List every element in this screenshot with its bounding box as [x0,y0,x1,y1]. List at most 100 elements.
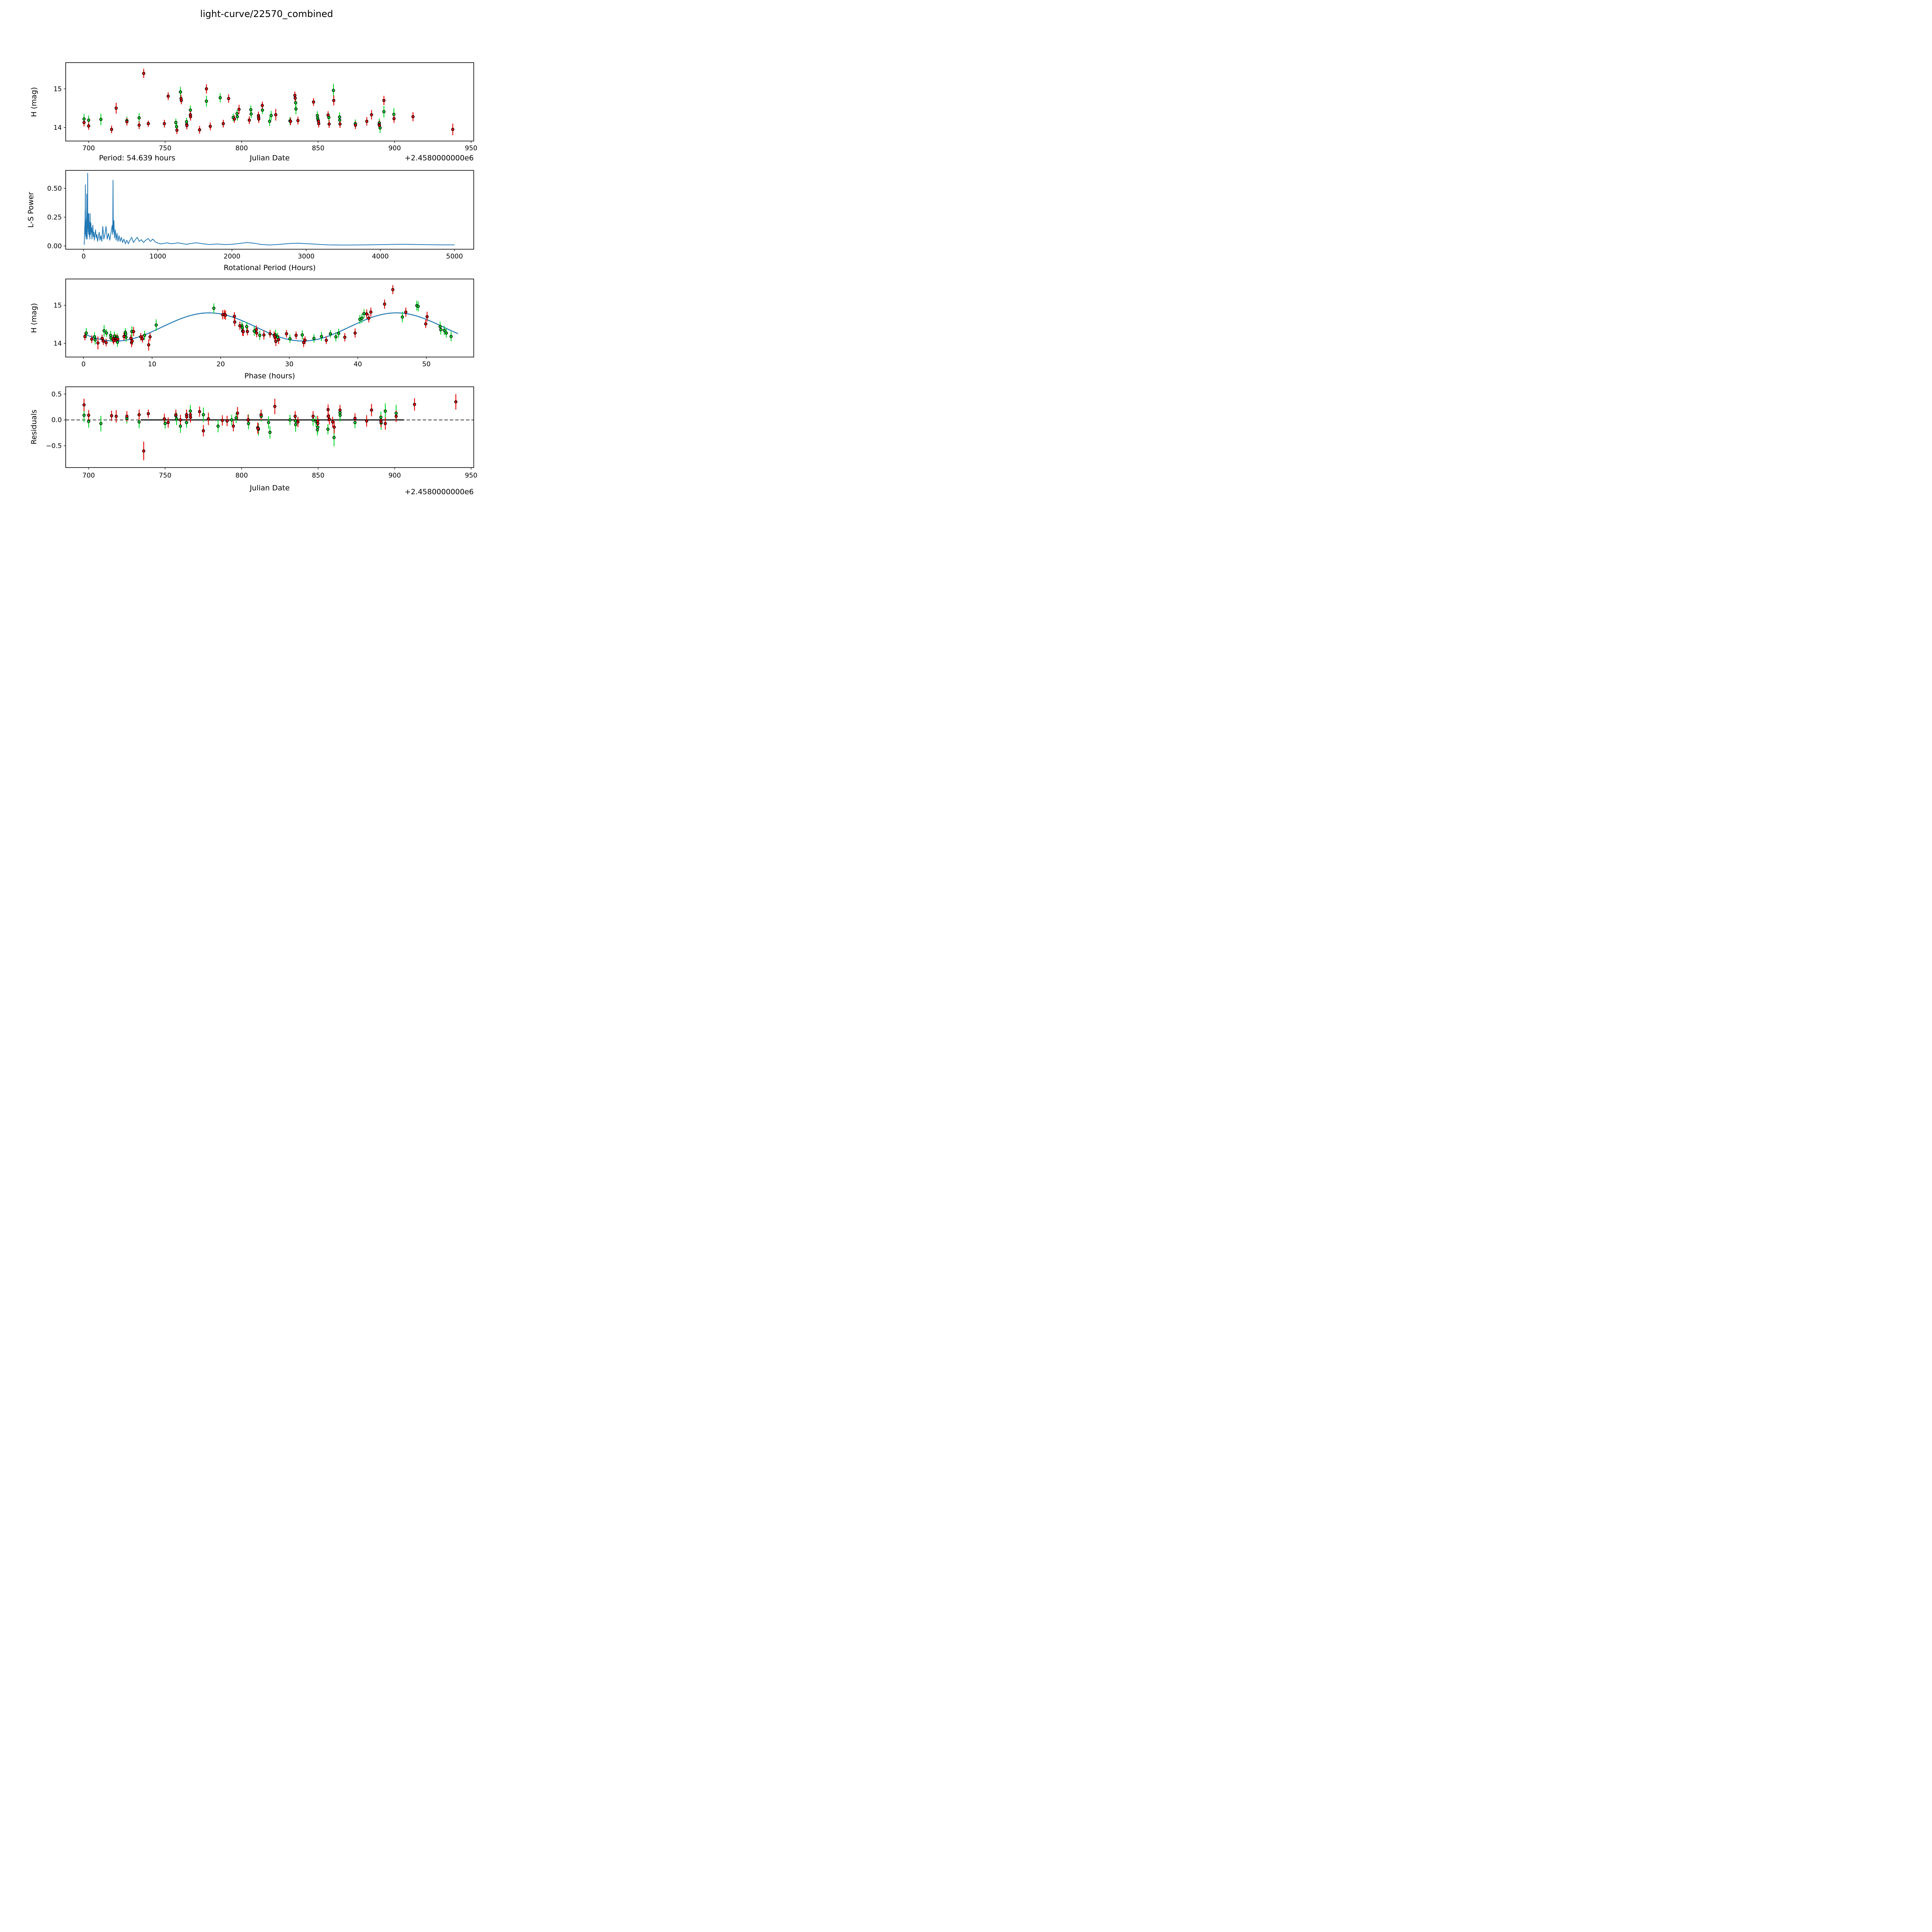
data-point [148,335,152,338]
period-annotation: Period: 54.639 hours [99,154,175,162]
data-point [316,419,320,423]
y-tick-label: −0.5 [46,442,62,450]
panel-residuals: 700 750 800 850 900 950 −0.5 0.0 0.5 [46,386,477,480]
x-tick-label: 850 [312,145,324,152]
data-point [454,400,457,403]
data-point [231,424,235,428]
x-tick-label: 800 [235,472,248,480]
data-point [175,417,179,421]
panel-periodogram: 0 1000 2000 3000 4000 5000 0.00 0.25 0.50 [47,170,474,260]
y-tick-label: 14 [53,124,62,132]
data-point [198,128,201,132]
data-point [216,424,220,428]
y-tick-label: 0.0 [51,417,62,424]
data-point [85,331,88,335]
data-point [303,338,307,342]
data-point [235,112,239,116]
x-tick-label: 20 [216,361,225,368]
data-point [326,427,330,431]
data-point [294,107,298,111]
data-point [163,417,166,421]
data-point [277,338,281,341]
data-point [274,113,277,117]
y-tick-label: 14 [53,340,62,348]
data-point [82,117,86,121]
data-point [294,333,298,337]
light-curve-figure: light-curve/22570_combined H (mag) L-S P… [0,0,522,522]
data-point [255,331,259,335]
data-point [236,412,239,415]
data-point [174,121,178,124]
data-point [293,94,297,97]
data-point [124,332,128,336]
data-point [320,335,323,338]
data-point [205,99,208,103]
data-point [316,114,319,117]
x-tick-label: 900 [388,145,401,152]
data-point [439,328,442,332]
data-point [132,330,135,333]
data-point [338,413,342,417]
data-point [82,413,86,417]
data-point [326,408,330,412]
data-point [185,124,189,128]
x-tick-label: 0 [82,253,86,260]
axes-spines [65,279,474,357]
data-point [449,335,453,338]
x-tick-label: 10 [148,361,156,368]
data-point [238,324,242,328]
x-tick-label: 1000 [150,253,166,260]
axes-spines [65,170,474,250]
data-point [125,415,129,418]
data-point [233,320,236,324]
data-point [294,423,298,426]
data-point [167,421,170,424]
data-point [451,128,454,131]
data-point [141,337,144,340]
data-point [257,117,260,121]
data-point [185,415,189,418]
data-point [129,337,133,340]
data-point [328,418,331,421]
data-point [248,118,251,122]
data-point [370,113,373,117]
data-point [249,112,253,116]
data-point [404,310,408,314]
data-point [249,108,253,112]
data-point [131,339,134,343]
data-point [413,403,416,406]
x-tick-label: 700 [82,145,95,152]
data-point [143,333,146,337]
data-point [392,117,396,121]
data-point [353,421,357,424]
y-tick-label: 15 [53,85,62,93]
data-point [110,128,113,131]
panel-jd-mag: 700 750 800 850 900 950 14 15 [53,62,477,152]
data-point [362,312,366,315]
data-point [288,337,292,340]
data-point [155,323,158,327]
x-tick-label: 750 [159,472,171,480]
data-point [268,430,272,434]
data-point [261,108,264,112]
data-point [312,337,316,340]
data-point [354,123,357,127]
data-point [247,422,250,425]
xlabel-rotational-period: Rotational Period (Hours) [223,264,316,272]
data-point [185,120,188,124]
data-point [259,413,263,417]
data-point [246,330,249,333]
data-point [268,119,271,123]
data-point [137,413,141,417]
data-point [343,335,347,339]
data-point [268,332,272,335]
data-point [240,326,244,330]
data-point [411,115,415,119]
data-point [174,413,178,417]
data-point [365,312,369,316]
axes-spines [65,62,474,141]
data-point [353,417,357,420]
x-tick-label: 0 [82,361,86,368]
data-point [392,112,396,116]
data-point [99,422,103,425]
